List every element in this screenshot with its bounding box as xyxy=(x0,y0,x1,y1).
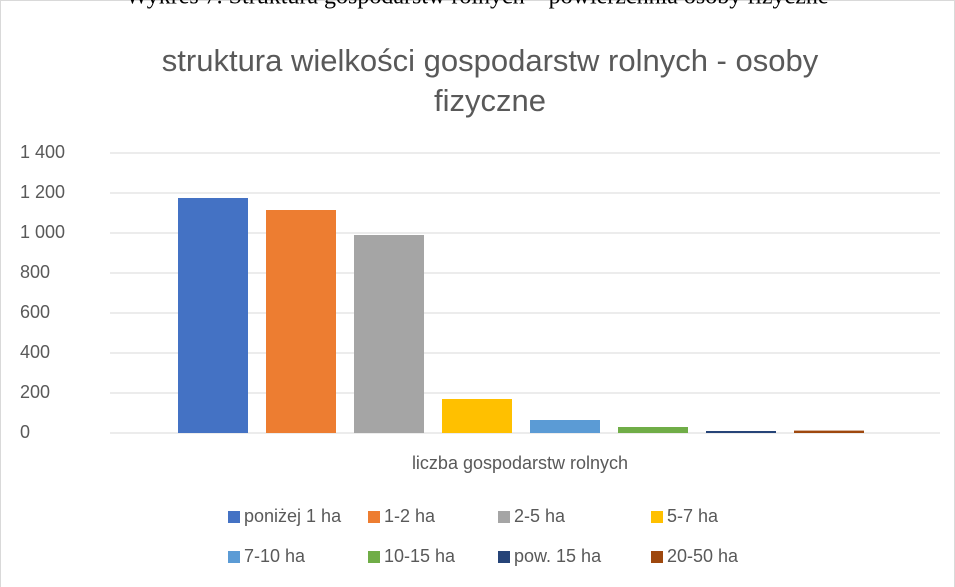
bar xyxy=(178,198,248,433)
y-tick-label: 200 xyxy=(20,382,50,402)
legend-swatch xyxy=(651,511,663,523)
chart-title: struktura wielkości gospodarstw rolnych … xyxy=(162,43,819,78)
y-tick-label: 0 xyxy=(20,422,30,442)
bar xyxy=(618,427,688,433)
legend-swatch xyxy=(368,511,380,523)
legend-label: 1-2 ha xyxy=(384,506,436,526)
y-tick-label: 600 xyxy=(20,302,50,322)
legend-swatch xyxy=(498,511,510,523)
bar xyxy=(266,210,336,433)
bar xyxy=(794,430,864,433)
legend-swatch xyxy=(228,511,240,523)
bar xyxy=(706,431,776,433)
legend-label: 5-7 ha xyxy=(667,506,719,526)
y-tick-label: 400 xyxy=(20,342,50,362)
bar xyxy=(354,235,424,433)
legend-swatch xyxy=(651,551,663,563)
legend-label: 10-15 ha xyxy=(384,546,456,566)
legend-label: 20-50 ha xyxy=(667,546,739,566)
legend-label: poniżej 1 ha xyxy=(244,506,342,526)
caption: Wykres 7. Struktura gospodarstw rolnych … xyxy=(125,0,828,10)
y-tick-label: 800 xyxy=(20,262,50,282)
bar xyxy=(530,420,600,433)
y-tick-label: 1 400 xyxy=(20,142,65,162)
chart-title: fizyczne xyxy=(434,83,546,118)
legend-label: 7-10 ha xyxy=(244,546,306,566)
legend-label: pow. 15 ha xyxy=(514,546,602,566)
y-tick-label: 1 200 xyxy=(20,182,65,202)
y-tick-label: 1 000 xyxy=(20,222,65,242)
legend-swatch xyxy=(368,551,380,563)
legend-swatch xyxy=(228,551,240,563)
x-tick-label: liczba gospodarstw rolnych xyxy=(412,453,628,473)
legend-label: 2-5 ha xyxy=(514,506,566,526)
legend-swatch xyxy=(498,551,510,563)
bar xyxy=(442,399,512,433)
